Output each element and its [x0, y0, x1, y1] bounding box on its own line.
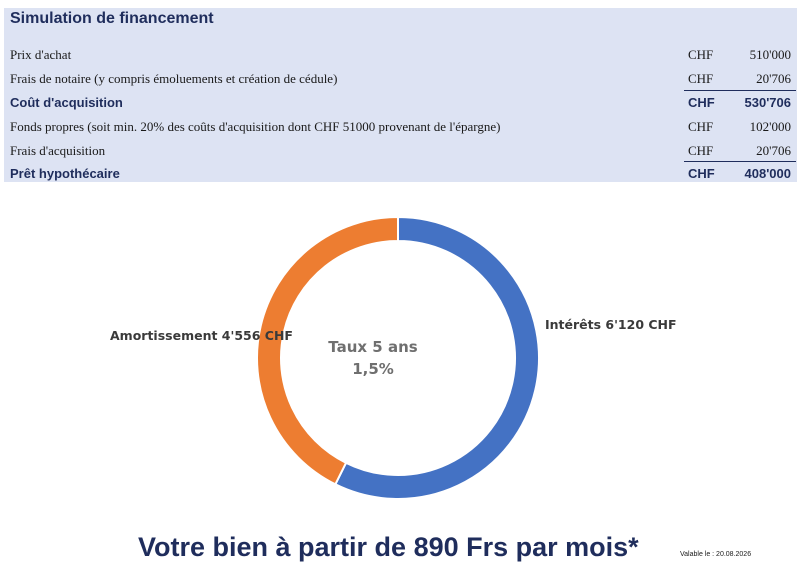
donut-slice-amortization: [256, 215, 399, 486]
row-acquisition-cost: Coût d'acquisition CHF 530'706: [4, 92, 797, 116]
row-mortgage: Prêt hypothécaire CHF 408'000: [4, 163, 797, 187]
row-own-funds: Fonds propres (soit min. 20% des coûts d…: [4, 116, 797, 140]
row-purchase-price: Prix d'achat CHF 510'000: [4, 44, 797, 68]
monthly-cost-headline: Votre bien à partir de 890 Frs par mois*: [138, 532, 639, 562]
row-currency: CHF: [688, 119, 714, 134]
rate-value: 1,5%: [352, 360, 394, 378]
row-label: Fonds propres (soit min. 20% des coûts d…: [10, 119, 501, 134]
row-currency: CHF: [688, 166, 715, 181]
slice-label-interest: Intérêts 6'120 CHF: [545, 317, 677, 332]
row-acquisition-fees: Frais d'acquisition CHF 20'706: [4, 140, 797, 164]
divider-line: [684, 161, 796, 162]
row-currency: CHF: [688, 71, 714, 86]
row-label: Frais de notaire (y compris émoluements …: [10, 71, 338, 86]
row-label: Frais d'acquisition: [10, 143, 106, 158]
row-amount: 408'000: [744, 166, 791, 181]
divider-line: [684, 90, 796, 91]
row-notary-fees: Frais de notaire (y compris émoluements …: [4, 68, 797, 92]
row-label: Coût d'acquisition: [10, 95, 123, 110]
row-amount: 20'706: [756, 71, 791, 86]
row-label: Prix d'achat: [10, 47, 72, 62]
rate-term-label: Taux 5 ans: [328, 338, 418, 356]
row-amount: 510'000: [749, 47, 791, 62]
row-currency: CHF: [688, 143, 714, 158]
table-title: Simulation de financement: [10, 10, 214, 27]
financing-table: Simulation de financement Prix d'achat C…: [4, 8, 797, 182]
row-amount: 20'706: [756, 143, 791, 158]
row-amount: 530'706: [744, 95, 791, 110]
valid-until-note: Valable le : 20.08.2026: [680, 551, 752, 558]
row-currency: CHF: [688, 95, 715, 110]
row-label: Prêt hypothécaire: [10, 166, 120, 181]
donut-slice-interest: [334, 215, 540, 500]
row-currency: CHF: [688, 47, 714, 62]
row-amount: 102'000: [749, 119, 791, 134]
slice-label-amortization: Amortissement 4'556 CHF: [110, 328, 293, 343]
donut-center-text: Taux 5 ans 1,5%: [298, 336, 448, 380]
